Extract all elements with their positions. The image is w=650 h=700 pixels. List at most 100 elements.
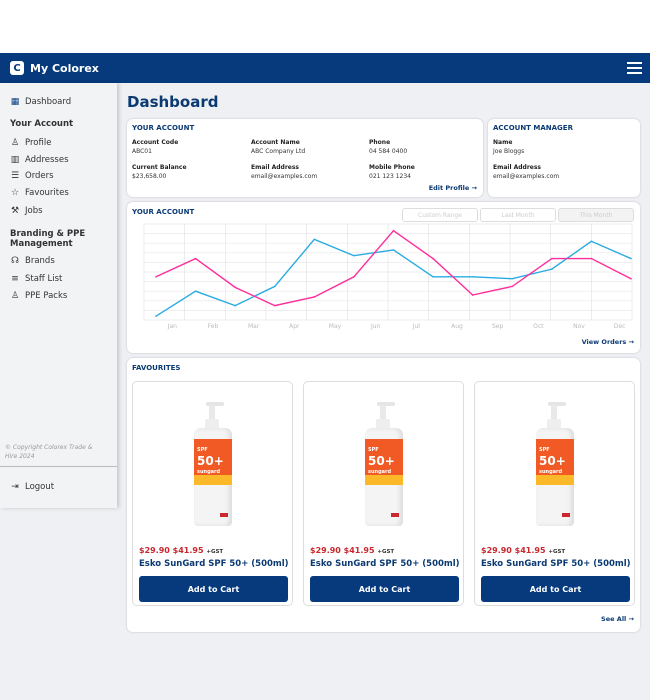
x-tick-label: Oct — [533, 323, 544, 330]
data-point — [590, 257, 593, 260]
series-line-0 — [155, 238, 632, 317]
sidebar-item-staff-list[interactable]: ≡ Staff List — [10, 274, 62, 284]
product-name[interactable]: Esko SunGard SPF 50+ (500ml) — [139, 559, 289, 569]
add-to-cart-button[interactable]: Add to Cart — [481, 576, 630, 602]
product-image[interactable]: SPF 50+ sungard — [363, 402, 405, 527]
x-tick-label: Jan — [167, 323, 177, 330]
data-point — [155, 315, 157, 317]
data-point — [432, 257, 434, 260]
account-name: ABC Company Ltd — [251, 148, 306, 155]
x-tick-label: Apr — [289, 323, 300, 330]
card-title: YOUR ACCOUNT — [132, 208, 195, 216]
data-point — [273, 304, 276, 307]
product-name[interactable]: Esko SunGard SPF 50+ (500ml) — [481, 559, 631, 569]
data-point — [511, 277, 514, 280]
see-all-link[interactable]: See All → — [601, 615, 634, 623]
field-label: Email Address — [251, 164, 300, 171]
card-title: FAVOURITES — [132, 364, 181, 372]
favourites-card: FAVOURITES SPF 50+ sungard $29.90 $41.95 +… — [127, 358, 640, 632]
data-point — [551, 257, 553, 260]
product-card[interactable]: SPF 50+ sungard $29.90 $41.95 +GST Esko Su… — [474, 381, 635, 606]
your-account-card: YOUR ACCOUNT Account Code ABC01 Account … — [127, 119, 483, 197]
chart-card: YOUR ACCOUNT Custom Range Last Month Thi… — [127, 202, 640, 353]
sidebar-item-jobs[interactable]: ⚒ Jobs — [10, 206, 43, 216]
data-point — [313, 296, 316, 298]
field-label: Mobile Phone — [369, 164, 415, 171]
product-image[interactable]: SPF 50+ sungard — [534, 402, 576, 527]
arrow-right-icon: → — [628, 338, 634, 346]
field-label: Phone — [369, 139, 391, 146]
edit-profile-link[interactable]: Edit Profile → — [429, 184, 477, 192]
x-tick-label: May — [329, 323, 342, 330]
x-tick-label: Nov — [573, 323, 585, 330]
app-name[interactable]: My Colorex — [30, 61, 99, 75]
email: email@examples.com — [251, 173, 318, 180]
product-image[interactable]: SPF 50+ sungard — [192, 402, 234, 527]
field-label: Name — [493, 139, 513, 146]
data-point — [353, 276, 355, 278]
link-label: See All — [601, 615, 627, 623]
range-last-month-button[interactable]: Last Month — [480, 208, 556, 222]
sidebar-item-profile[interactable]: ♙ Profile — [10, 138, 51, 148]
data-point — [630, 277, 632, 280]
sidebar-item-label: Brands — [25, 256, 55, 266]
x-tick-label: Dec — [614, 323, 626, 330]
navbar: C My Colorex — [0, 53, 650, 83]
field-label: Account Name — [251, 139, 300, 146]
product-price: $29.90 $41.95 +GST — [310, 546, 395, 555]
product-card[interactable]: SPF 50+ sungard $29.90 $41.95 +GST Esko Su… — [132, 381, 293, 606]
add-to-cart-button[interactable]: Add to Cart — [139, 576, 288, 602]
sidebar-item-favourites[interactable]: ☆ Favourites — [10, 188, 69, 198]
add-to-cart-button[interactable]: Add to Cart — [310, 576, 459, 602]
x-tick-label: Aug — [451, 323, 463, 330]
field-label: Account Code — [132, 139, 179, 146]
list-icon: ≡ — [11, 274, 19, 284]
user-icon: ♙ — [10, 291, 20, 301]
sidebar-item-label: Jobs — [25, 206, 43, 216]
sidebar-item-dashboard[interactable]: ▦ Dashboard — [10, 97, 71, 107]
data-point — [432, 276, 434, 278]
link-label: Edit Profile — [428, 184, 470, 192]
series-line-1 — [155, 229, 632, 307]
data-point — [194, 257, 197, 260]
line-chart: Jan Feb Mar Apr May Jun Jul Aug Sep Oct Nov Dec — [143, 223, 633, 330]
data-point — [155, 276, 157, 278]
mobile-phone: 021 123 1234 — [369, 173, 411, 180]
data-point — [234, 304, 236, 307]
map-icon: ▥ — [10, 155, 20, 165]
sidebar-item-label: PPE Packs — [25, 291, 68, 301]
arrow-right-icon: → — [471, 184, 477, 192]
section-your-account: Your Account — [10, 119, 74, 129]
logout-button[interactable]: ⇥ Logout — [10, 482, 54, 492]
logout-label: Logout — [25, 482, 55, 492]
data-point — [392, 229, 395, 232]
top-area — [0, 0, 650, 53]
range-this-month-button[interactable]: This Month — [558, 208, 634, 222]
page-title: Dashboard — [127, 93, 219, 111]
product-card[interactable]: SPF 50+ sungard $29.90 $41.95 +GST Esko Su… — [303, 381, 464, 606]
data-point — [551, 268, 553, 270]
colorex-logo-icon: C — [10, 61, 24, 75]
range-custom-button[interactable]: Custom Range — [402, 208, 478, 222]
data-point — [511, 285, 514, 288]
hammer-icon: ⚒ — [10, 206, 20, 216]
x-tick-label: Jul — [412, 323, 421, 330]
product-price: $29.90 $41.95 +GST — [481, 546, 566, 555]
x-tick-label: Mar — [248, 323, 260, 330]
arrow-right-icon: → — [628, 615, 634, 623]
card-title: YOUR ACCOUNT — [132, 124, 195, 132]
user-icon: ♙ — [10, 138, 20, 148]
hamburger-menu-icon[interactable] — [627, 62, 642, 74]
field-label: Current Balance — [132, 164, 187, 171]
grid-icon: ▦ — [10, 97, 20, 107]
badge-icon: ☊ — [11, 256, 19, 266]
sidebar-item-orders[interactable]: ☰ Orders — [10, 171, 54, 181]
sidebar-item-addresses[interactable]: ▥ Addresses — [10, 155, 69, 165]
product-price: $29.90 $41.95 +GST — [139, 546, 224, 555]
view-orders-link[interactable]: View Orders → — [582, 338, 634, 346]
data-point — [234, 286, 236, 289]
sidebar-item-ppe-packs[interactable]: ♙ PPE Packs — [10, 291, 67, 301]
x-tick-label: Jun — [370, 323, 381, 330]
sidebar-item-brands[interactable]: ☊ Brands — [10, 256, 55, 266]
product-name[interactable]: Esko SunGard SPF 50+ (500ml) — [310, 559, 460, 569]
